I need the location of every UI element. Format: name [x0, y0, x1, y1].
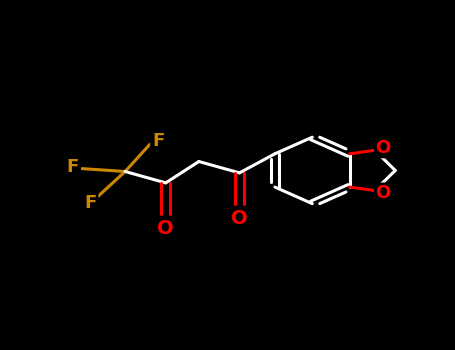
Text: F: F	[84, 194, 96, 212]
Text: O: O	[375, 139, 390, 156]
Text: O: O	[375, 184, 390, 202]
Text: O: O	[231, 209, 248, 228]
Text: F: F	[67, 158, 79, 176]
Text: O: O	[157, 219, 174, 238]
Text: F: F	[152, 132, 164, 150]
